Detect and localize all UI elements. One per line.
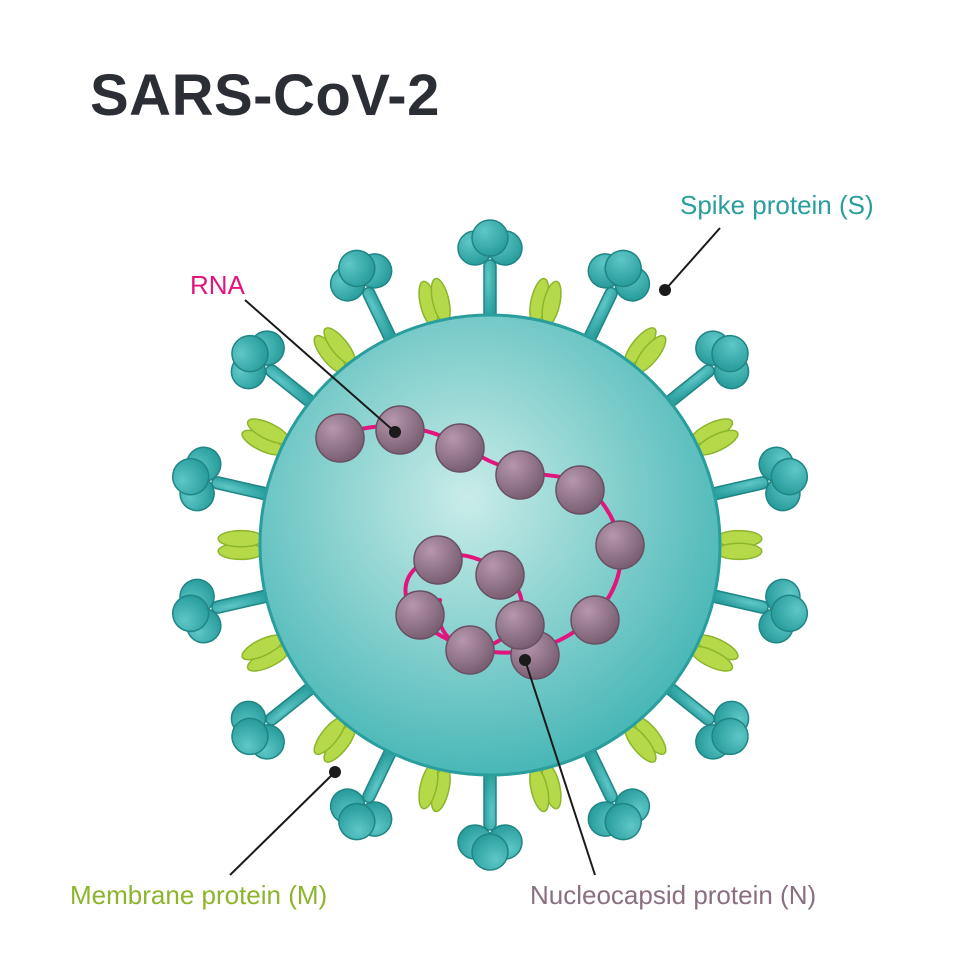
label-nucleocapsid-protein: Nucleocapsid protein (N) xyxy=(530,880,816,911)
label-rna: RNA xyxy=(190,270,245,301)
label-spike-protein: Spike protein (S) xyxy=(680,190,874,221)
diagram-title: SARS-CoV-2 xyxy=(90,62,440,129)
envelope xyxy=(260,315,720,775)
diagram-canvas: SARS-CoV-2 Spike protein (S) RNA Membran… xyxy=(0,0,980,980)
label-membrane-protein: Membrane protein (M) xyxy=(70,880,327,911)
virus-svg xyxy=(0,0,980,980)
